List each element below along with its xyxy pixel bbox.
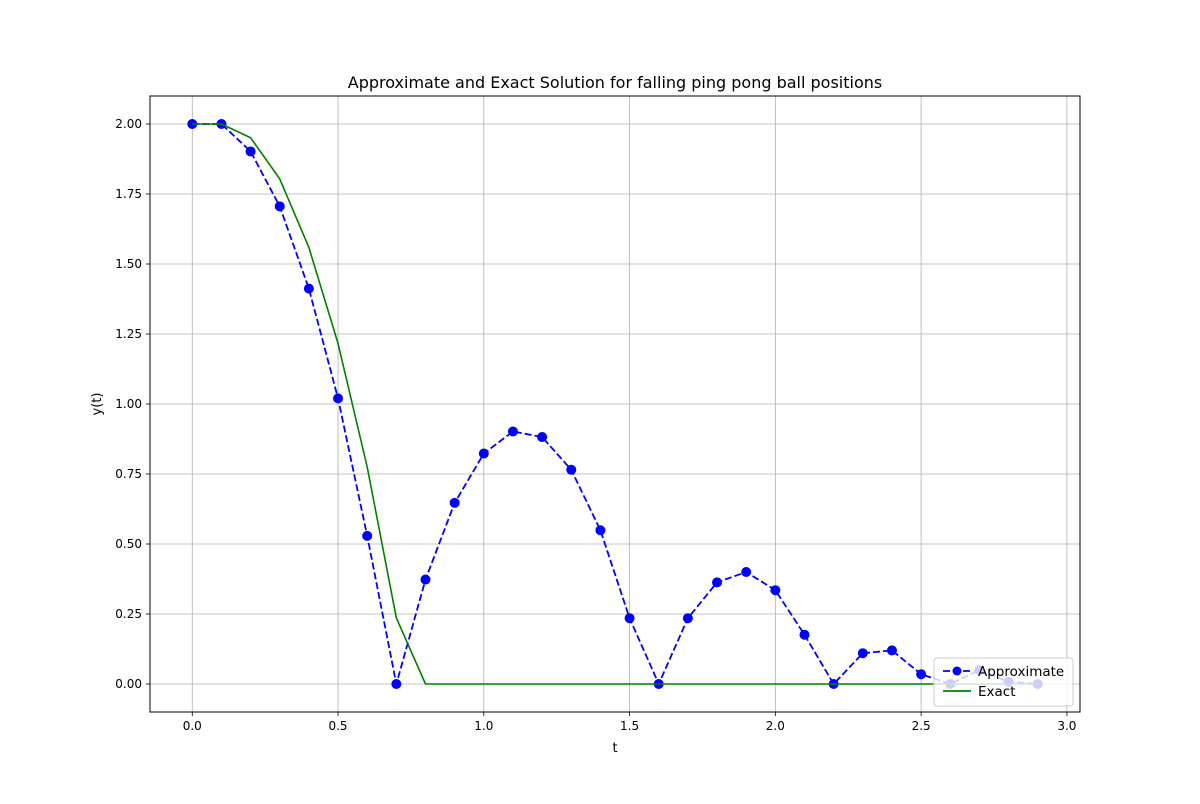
x-tick-label: 1.5 — [620, 719, 639, 733]
y-tick-label: 0.50 — [115, 537, 142, 551]
x-tick-label: 2.5 — [912, 719, 931, 733]
data-point-approximate — [391, 679, 402, 689]
data-point-approximate — [566, 464, 577, 475]
grid — [150, 96, 1080, 712]
x-tick-label: 0.0 — [183, 719, 202, 733]
x-axis-label: t — [612, 741, 617, 756]
y-tick-label: 2.00 — [115, 117, 142, 131]
x-tick-label: 3.0 — [1057, 719, 1076, 733]
series-line-approximate — [192, 123, 1038, 685]
y-tick-label: 1.50 — [115, 257, 142, 271]
data-point-approximate — [886, 645, 897, 656]
data-point-approximate — [916, 669, 927, 680]
y-tick-label: 1.25 — [115, 327, 142, 341]
x-tick-label: 1.0 — [474, 719, 493, 733]
data-point-approximate — [478, 448, 489, 459]
data-point-approximate — [420, 574, 431, 585]
data-point-approximate — [624, 613, 635, 624]
data-point-approximate — [362, 530, 373, 541]
y-tick-label: 0.25 — [115, 607, 142, 621]
y-tick-label: 0.00 — [115, 677, 142, 691]
legend-box — [933, 657, 1074, 707]
x-tick-label: 2.0 — [766, 719, 785, 733]
y-tick-label: 1.00 — [115, 397, 142, 411]
data-point-approximate — [333, 393, 344, 404]
data-point-approximate — [595, 525, 606, 536]
legend-label-exact: Exact — [978, 684, 1016, 700]
data-point-approximate — [274, 201, 285, 212]
data-point-approximate — [303, 283, 314, 294]
series-line-exact — [192, 123, 1038, 685]
data-point-approximate — [799, 629, 810, 640]
y-tick-label: 1.75 — [115, 187, 142, 201]
data-point-approximate — [741, 567, 752, 577]
axis-ticks: 0.0 0.5 1.0 1.5 2.0 2.5 3.0 0.00 0.25 0.50 0.75 1.0… — [115, 117, 1076, 733]
legend: Approximate Exact — [933, 657, 1074, 707]
data-point-approximate — [537, 432, 548, 443]
y-tick-label: 0.75 — [115, 467, 142, 481]
series-layer — [187, 119, 1043, 689]
data-point-approximate — [857, 648, 868, 659]
x-tick-label: 0.5 — [328, 719, 347, 733]
data-point-approximate — [682, 613, 693, 624]
legend-label-approximate: Approximate — [978, 664, 1064, 680]
y-axis-label: y(t) — [90, 393, 105, 416]
legend-marker-approximate — [952, 666, 962, 676]
chart-title: Approximate and Exact Solution for falli… — [348, 73, 882, 92]
data-point-approximate — [245, 146, 256, 157]
data-point-approximate — [507, 426, 518, 437]
data-point-approximate — [712, 577, 723, 588]
data-point-approximate — [770, 585, 781, 596]
data-point-approximate — [449, 497, 460, 508]
